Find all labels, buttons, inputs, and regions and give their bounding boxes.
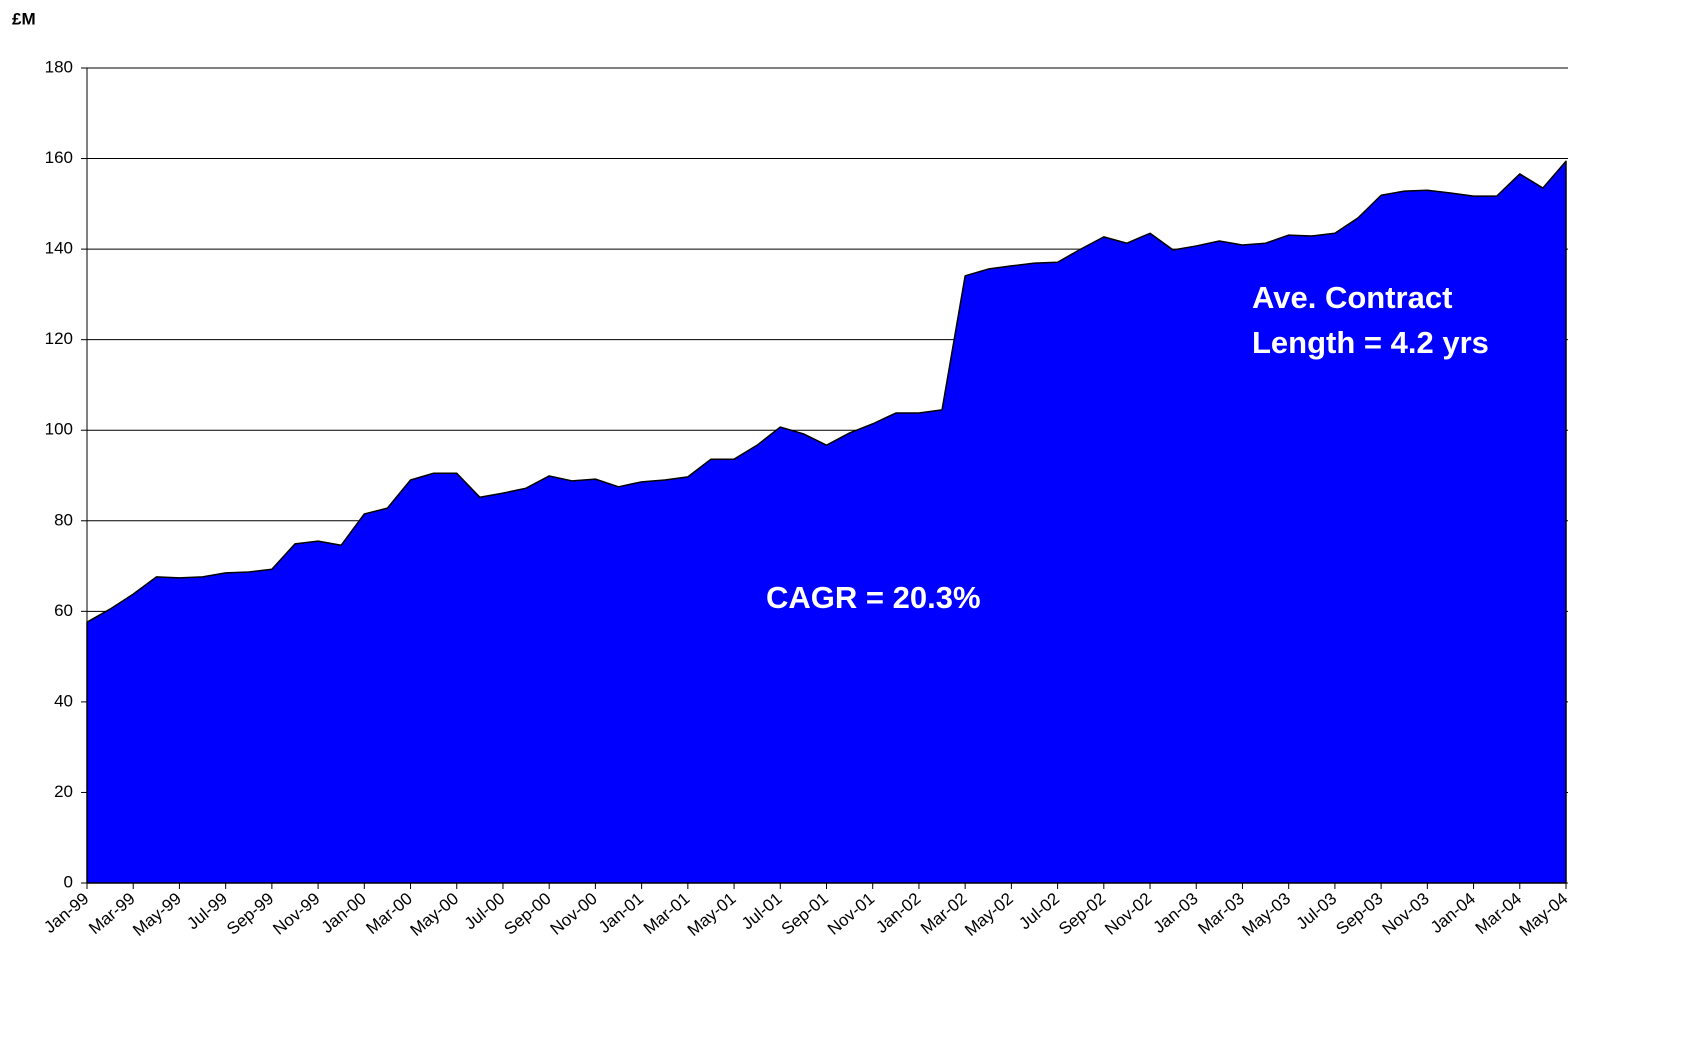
x-tick-label: May-01 bbox=[684, 889, 740, 940]
x-tick-label: Nov-99 bbox=[269, 889, 323, 939]
y-tick-label: 20 bbox=[54, 782, 73, 801]
x-tick-label: Jan-03 bbox=[1150, 889, 1202, 937]
x-tick-label: Nov-01 bbox=[824, 889, 878, 939]
annotation: CAGR = 20.3% bbox=[766, 580, 981, 615]
x-tick-label: Nov-02 bbox=[1101, 889, 1155, 939]
y-tick-label: 100 bbox=[45, 420, 73, 439]
area bbox=[86, 160, 1567, 884]
x-tick-label: Sep-02 bbox=[1055, 889, 1109, 939]
x-tick-label: Jan-04 bbox=[1427, 889, 1479, 937]
x-tick-label: May-03 bbox=[1239, 889, 1295, 940]
x-tick-label: May-00 bbox=[407, 889, 463, 940]
x-tick-label: May-99 bbox=[129, 889, 185, 940]
y-axis-label: £M bbox=[12, 9, 36, 28]
y-tick-label: 60 bbox=[54, 601, 73, 620]
x-tick-label: May-04 bbox=[1516, 889, 1572, 940]
annotation: Length = 4.2 yrs bbox=[1252, 325, 1489, 360]
x-tick-label: Mar-99 bbox=[85, 889, 138, 938]
annotation: Ave. Contract bbox=[1252, 280, 1452, 315]
x-tick-label: Sep-00 bbox=[500, 889, 554, 939]
x-tick-label: Nov-03 bbox=[1379, 889, 1433, 939]
x-tick-label: Jan-01 bbox=[595, 889, 647, 937]
x-tick-label: Mar-00 bbox=[363, 889, 416, 938]
x-tick-label: Jan-99 bbox=[40, 889, 92, 937]
y-tick-label: 0 bbox=[64, 872, 73, 891]
y-tick-label: 160 bbox=[45, 148, 73, 167]
y-tick-label: 120 bbox=[45, 329, 73, 348]
x-tick-label: Sep-01 bbox=[778, 889, 832, 939]
x-tick-label: Nov-00 bbox=[547, 889, 601, 939]
x-tick-label: May-02 bbox=[961, 889, 1017, 940]
y-tick-label: 180 bbox=[45, 57, 73, 76]
x-tick-label: Jan-00 bbox=[318, 889, 370, 937]
y-tick-label: 80 bbox=[54, 510, 73, 529]
x-tick-label: Sep-99 bbox=[223, 889, 277, 939]
x-tick-label: Mar-04 bbox=[1472, 889, 1525, 938]
x-tick-label: Mar-03 bbox=[1194, 889, 1247, 938]
x-tick-label: Sep-03 bbox=[1332, 889, 1386, 939]
x-tick-label: Mar-02 bbox=[917, 889, 970, 938]
y-tick-label: 40 bbox=[54, 691, 73, 710]
x-tick-label: Jan-02 bbox=[872, 889, 924, 937]
y-tick-label: 140 bbox=[45, 239, 73, 258]
x-tick-label: Mar-01 bbox=[640, 889, 693, 938]
